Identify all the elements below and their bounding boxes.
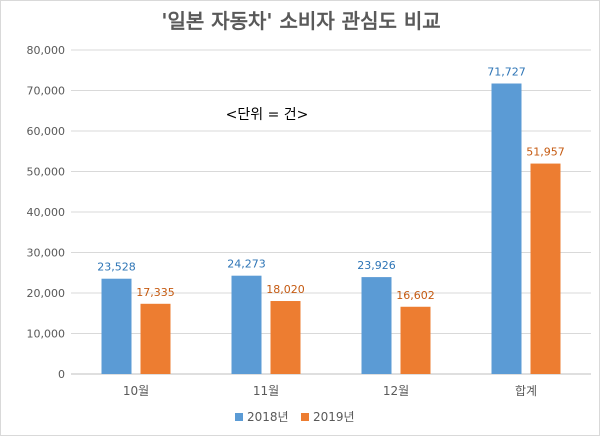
x-category-label: 10월 xyxy=(123,384,149,398)
x-category-label: 11월 xyxy=(253,384,279,398)
y-tick-label: 20,000 xyxy=(27,287,66,300)
y-tick-label: 30,000 xyxy=(27,247,66,260)
y-tick-label: 60,000 xyxy=(27,125,66,138)
bar-series-2 xyxy=(530,163,561,374)
legend-label: 2019년 xyxy=(313,410,355,424)
chart-title: '일본 자동차' 소비자 관심도 비교 xyxy=(161,9,440,33)
y-tick-label: 50,000 xyxy=(27,166,66,179)
data-label: 24,273 xyxy=(227,258,266,271)
data-label: 16,602 xyxy=(396,289,435,302)
data-label: 23,926 xyxy=(357,259,396,272)
x-category-label: 합계 xyxy=(515,384,537,398)
bar-series-1 xyxy=(361,277,392,374)
bar-series-2 xyxy=(400,306,431,374)
y-tick-label: 40,000 xyxy=(27,206,66,219)
x-category-label: 12월 xyxy=(383,384,409,398)
legend-label: 2018년 xyxy=(247,410,289,424)
data-label: 17,335 xyxy=(136,286,175,299)
y-tick-label: 70,000 xyxy=(27,85,66,98)
x-axis-categories: 10월 11월 12월 합계 xyxy=(123,384,537,398)
y-tick-label: 10,000 xyxy=(27,328,66,341)
y-tick-label: 0 xyxy=(58,368,65,381)
bar-series-1 xyxy=(101,278,132,374)
legend-swatch xyxy=(301,413,309,421)
data-label: 23,528 xyxy=(97,261,136,274)
bar-series-2 xyxy=(270,301,301,374)
bars xyxy=(101,83,561,375)
y-axis-ticks: 0 10,000 20,000 30,000 40,000 50,000 60,000 70,… xyxy=(27,44,66,381)
bar-series-1 xyxy=(491,83,522,375)
y-tick-label: 80,000 xyxy=(27,44,66,57)
bar-series-2 xyxy=(140,303,171,374)
data-label: 51,957 xyxy=(526,146,565,159)
bar-series-1 xyxy=(231,275,262,374)
legend-swatch xyxy=(235,413,243,421)
unit-annotation: <단위 = 건> xyxy=(226,107,309,123)
data-label: 71,727 xyxy=(487,66,526,79)
legend: 2018년 2019년 xyxy=(235,410,355,424)
data-label: 18,020 xyxy=(266,283,305,296)
